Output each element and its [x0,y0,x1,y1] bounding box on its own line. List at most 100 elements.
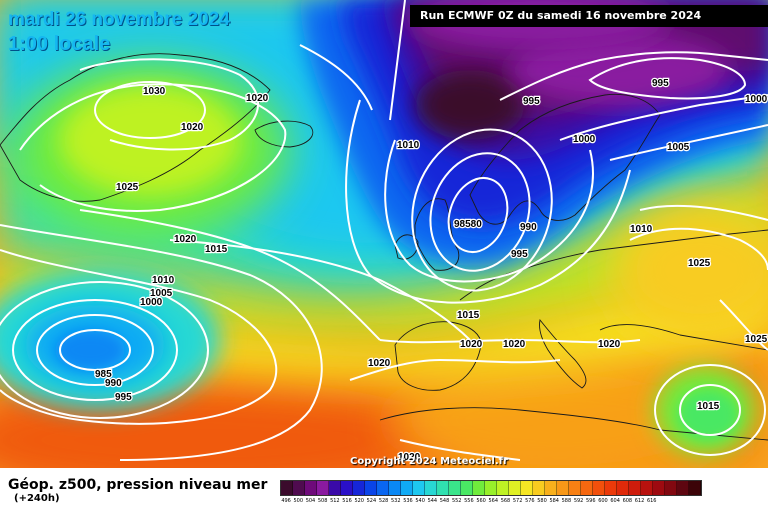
legend-swatch [329,481,341,495]
isobar-label: 1020 [246,93,269,104]
legend-swatch [689,481,701,495]
legend-swatch [509,481,521,495]
legend-label: 548 [439,498,450,504]
isobar-label: 1020 [598,339,621,350]
isobar-label: 995 [652,78,669,89]
legend-label: 512 [330,498,340,504]
isobar-label: 985 [95,369,112,380]
isobar-label: 1020 [174,234,197,245]
legend-swatch [521,481,533,495]
isobar-label: 1020 [181,122,204,133]
copyright-notice: Copyright 2024 Meteociel.fr [350,456,508,467]
legend-swatch [497,481,509,495]
legend-swatch [293,481,305,495]
isobar-label: 1020 [460,339,483,350]
legend-label: 544 [427,498,438,504]
isobar-label: 1020 [368,358,391,369]
isobar-label: 1010 [397,140,420,151]
legend-label: 608 [622,498,633,504]
legend-swatch [665,481,677,495]
isobar-label: 1025 [745,334,768,345]
legend-swatch [341,481,353,495]
legend-swatch [365,481,377,495]
legend-swatch [317,481,329,495]
legend-swatch [461,481,473,495]
isobar-label: 990 [105,378,122,389]
legend-label: 500 [293,498,304,504]
isobar-label: 1000 [745,94,768,105]
legend-label: 508 [317,498,328,504]
legend-swatch [605,481,617,495]
legend-swatch [653,481,665,495]
legend-swatch [641,481,653,495]
legend-swatch [533,481,545,495]
legend-swatch [677,481,689,495]
legend-label: 516 [342,498,352,504]
isobar-label: 1025 [116,182,139,193]
legend-label: 556 [464,498,474,504]
isobar-label: 1000 [573,134,596,145]
legend-label: 596 [586,498,596,504]
isobar-label: 1005 [667,142,690,153]
isobar-label: 1020 [398,452,421,463]
isobar-label: 1005 [150,288,173,299]
legend-label: 612 [634,498,645,504]
isobar-label: 1010 [152,275,175,286]
legend-label: 592 [573,498,584,504]
isobar-label: 995 [115,392,132,403]
isobar-label: 1020 [503,339,526,350]
legend-swatch [425,481,437,495]
isobar-label: 995 [511,249,528,260]
legend-swatch [305,481,317,495]
legend-swatch [617,481,629,495]
color-scale-legend [280,480,702,496]
isobar-label: 98580 [454,219,482,230]
legend-label: 552 [451,498,462,504]
map-canvas: 1030102010201025101099599510001000100598… [0,0,768,468]
legend-label: 532 [391,498,401,504]
isobar-label: 1015 [205,244,228,255]
legend-label: 504 [305,498,316,504]
legend-label: 496 [281,498,291,504]
isobar-label: 1025 [688,258,711,269]
legend-swatch [281,481,293,495]
legend-label: 616 [646,498,657,504]
legend-label: 540 [415,498,425,504]
legend-swatch [485,481,497,495]
legend-swatch [401,481,413,495]
legend-swatch [377,481,389,495]
isobar-label: 1000 [140,297,163,308]
legend-label: 600 [598,498,608,504]
legend-label: 572 [512,498,523,504]
isobar-label: 995 [523,96,540,107]
legend-swatch [449,481,461,495]
legend-label: 576 [525,498,535,504]
isobar-labels: 1030102010201025101099599510001000100598… [94,77,768,465]
legend-swatch [581,481,593,495]
legend-label: 528 [378,498,389,504]
legend-label: 584 [549,498,559,504]
legend-swatch [437,481,449,495]
legend-label: 536 [403,498,413,504]
legend-label: 564 [488,498,499,504]
map-footer: Géop. z500, pression niveau mer (+240h) … [0,468,768,512]
isobar-label: 990 [520,222,537,233]
legend-swatch [593,481,605,495]
legend-swatch [413,481,425,495]
isobars [0,0,768,461]
legend-swatch [629,481,641,495]
legend-swatch [545,481,557,495]
map-time-title: 1:00 locale [8,33,111,55]
legend-label: 580 [537,498,547,504]
geopotential-field [0,0,768,468]
legend-label: 568 [500,498,511,504]
isobar-label: 1030 [143,86,166,97]
legend-label: 560 [476,498,486,504]
weather-map: 1030 1020 1020 1025 1010 995 995 1000 1000 1005 98… [0,0,768,468]
lead-time: (+240h) [14,493,60,504]
legend-label: 588 [561,498,572,504]
legend-swatch [557,481,569,495]
map-date-title: mardi 26 novembre 2024 [8,9,230,30]
legend-swatch [569,481,581,495]
isobar-label: 1010 [630,224,653,235]
